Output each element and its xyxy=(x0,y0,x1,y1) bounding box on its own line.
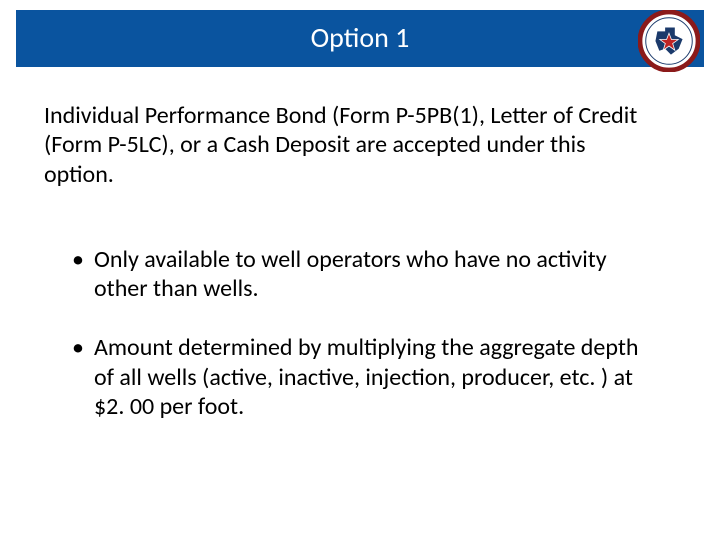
list-item: Amount determined by multiplying the agg… xyxy=(72,333,644,421)
slide-body: Individual Performance Bond (Form P-5PB(… xyxy=(0,67,720,421)
title-bar: Option 1 xyxy=(16,10,704,67)
intro-paragraph: Individual Performance Bond (Form P-5PB(… xyxy=(44,101,654,189)
bullet-list: Only available to well operators who hav… xyxy=(44,245,644,421)
list-item: Only available to well operators who hav… xyxy=(72,245,644,304)
agency-seal-icon xyxy=(638,10,700,72)
slide-title: Option 1 xyxy=(311,20,410,55)
